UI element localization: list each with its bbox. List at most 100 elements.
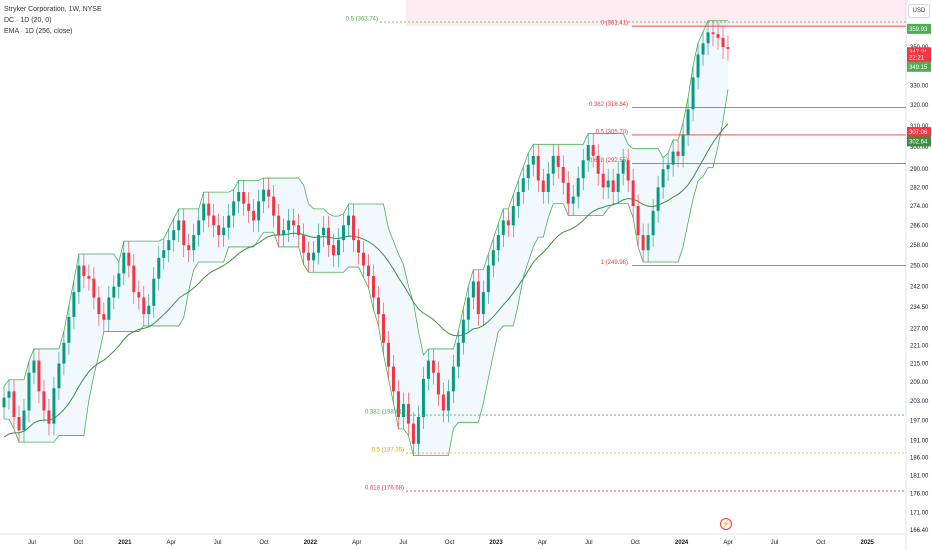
- candle-body: [197, 220, 201, 236]
- candle-body: [357, 240, 361, 253]
- candle-body: [676, 151, 680, 156]
- candle-body: [112, 286, 116, 298]
- candle-body: [451, 366, 455, 392]
- price-tag-label: 359.93: [909, 27, 928, 33]
- candle-body: [102, 314, 106, 320]
- candle-body: [67, 316, 71, 343]
- candle-body: [426, 360, 430, 379]
- ema-indicator-label[interactable]: EMA · 1D (256, close): [4, 28, 73, 35]
- candle-body: [476, 281, 480, 315]
- fib-extension-label: 0.618 (176.68): [365, 486, 404, 492]
- x-tick-label: Apr: [723, 540, 732, 546]
- lightning-icon[interactable]: ⚡: [720, 518, 732, 530]
- candle-body: [511, 206, 515, 226]
- candle-body: [152, 278, 156, 306]
- y-tick-label: 221.00: [910, 344, 929, 350]
- candle-body: [421, 378, 425, 418]
- candle-body: [327, 227, 331, 246]
- price-tag-label: 22:21: [909, 55, 925, 61]
- candle-body: [636, 206, 640, 236]
- candle-body: [431, 360, 435, 373]
- y-tick-label: 330.00: [910, 83, 929, 89]
- candle-body: [77, 265, 81, 293]
- x-tick-label: Oct: [445, 540, 455, 546]
- candle-body: [52, 388, 56, 424]
- candle-body: [726, 47, 730, 49]
- ema-line: [3, 123, 729, 438]
- y-tick-label: 290.00: [910, 167, 929, 173]
- y-tick-label: 181.00: [910, 473, 929, 479]
- fib-level-label: 1 (249.98): [601, 260, 628, 266]
- x-tick-label: Jul: [399, 540, 407, 546]
- candle-body: [117, 273, 121, 287]
- candle-body: [606, 180, 610, 188]
- candle-body: [691, 77, 695, 110]
- candle-body: [87, 276, 91, 279]
- price-tag-label: 349.15: [909, 65, 928, 71]
- donchian-upper-line: [3, 20, 728, 387]
- candle-body: [516, 191, 520, 207]
- candle-body: [501, 220, 505, 236]
- x-tick-label: 2023: [489, 540, 503, 546]
- fib-level-label: 0.382 (318.84): [589, 102, 628, 108]
- candle-body: [721, 37, 725, 48]
- candle-body: [147, 305, 151, 315]
- candle-body: [366, 265, 370, 277]
- x-tick-label: 2025: [861, 540, 875, 546]
- candle-body: [401, 404, 405, 418]
- candle-body: [22, 410, 26, 431]
- candle-body: [661, 169, 665, 188]
- candle-body: [342, 225, 346, 241]
- x-tick-label: Oct: [816, 540, 826, 546]
- candle-body: [42, 391, 46, 411]
- y-tick-label: 266.00: [910, 223, 929, 229]
- candle-body: [202, 203, 206, 221]
- candle-body: [97, 297, 101, 315]
- candle-body: [292, 220, 296, 226]
- candle-body: [162, 250, 166, 258]
- candle-body: [82, 265, 86, 277]
- fib-extension-label: 0.382 (198.61): [365, 410, 404, 416]
- donchian-indicator-label[interactable]: DC · 1D (20, 0): [4, 17, 52, 24]
- candle-body: [137, 292, 141, 298]
- candle-body: [541, 180, 545, 192]
- candle-body: [212, 215, 216, 226]
- candle-body: [272, 196, 276, 216]
- candle-body: [227, 215, 231, 228]
- price-tag: [907, 136, 931, 147]
- candle-body: [601, 173, 605, 188]
- candle-body: [282, 230, 286, 236]
- candle-body: [267, 189, 271, 197]
- fib-level-label: 0.618 (292.55): [589, 158, 628, 164]
- candle-body: [172, 230, 176, 241]
- candle-body: [27, 372, 31, 411]
- candle-body: [187, 245, 191, 251]
- price-tag: [907, 61, 931, 72]
- donchian-fill: [4, 20, 728, 456]
- x-tick-label: Apr: [167, 540, 176, 546]
- candle-body: [122, 252, 126, 274]
- candle-body: [671, 151, 675, 165]
- y-tick-label: 176.00: [910, 492, 929, 498]
- candle-body: [701, 43, 705, 55]
- candle-body: [576, 178, 580, 197]
- candle-body: [12, 391, 16, 418]
- candle-body: [706, 32, 710, 44]
- candle-body: [257, 201, 261, 221]
- candle-body: [571, 196, 575, 204]
- candle-body: [506, 220, 510, 226]
- candle-body: [461, 319, 465, 343]
- currency-button[interactable]: USD: [908, 4, 930, 18]
- fib-level-label: 0.5 (305.70): [596, 129, 628, 135]
- price-tag: [907, 23, 931, 34]
- candle-body: [247, 203, 251, 211]
- chart-legend: Stryker Corporation, 1W, NYSE DC · 1D (2…: [4, 4, 102, 37]
- candle-body: [37, 360, 41, 392]
- candle-body: [666, 164, 670, 170]
- x-tick-label: Jul: [28, 540, 36, 546]
- candle-body: [177, 220, 181, 231]
- candle-body: [656, 187, 660, 211]
- y-tick-label: 215.00: [910, 362, 929, 368]
- price-tag-label: 302.64: [909, 139, 928, 145]
